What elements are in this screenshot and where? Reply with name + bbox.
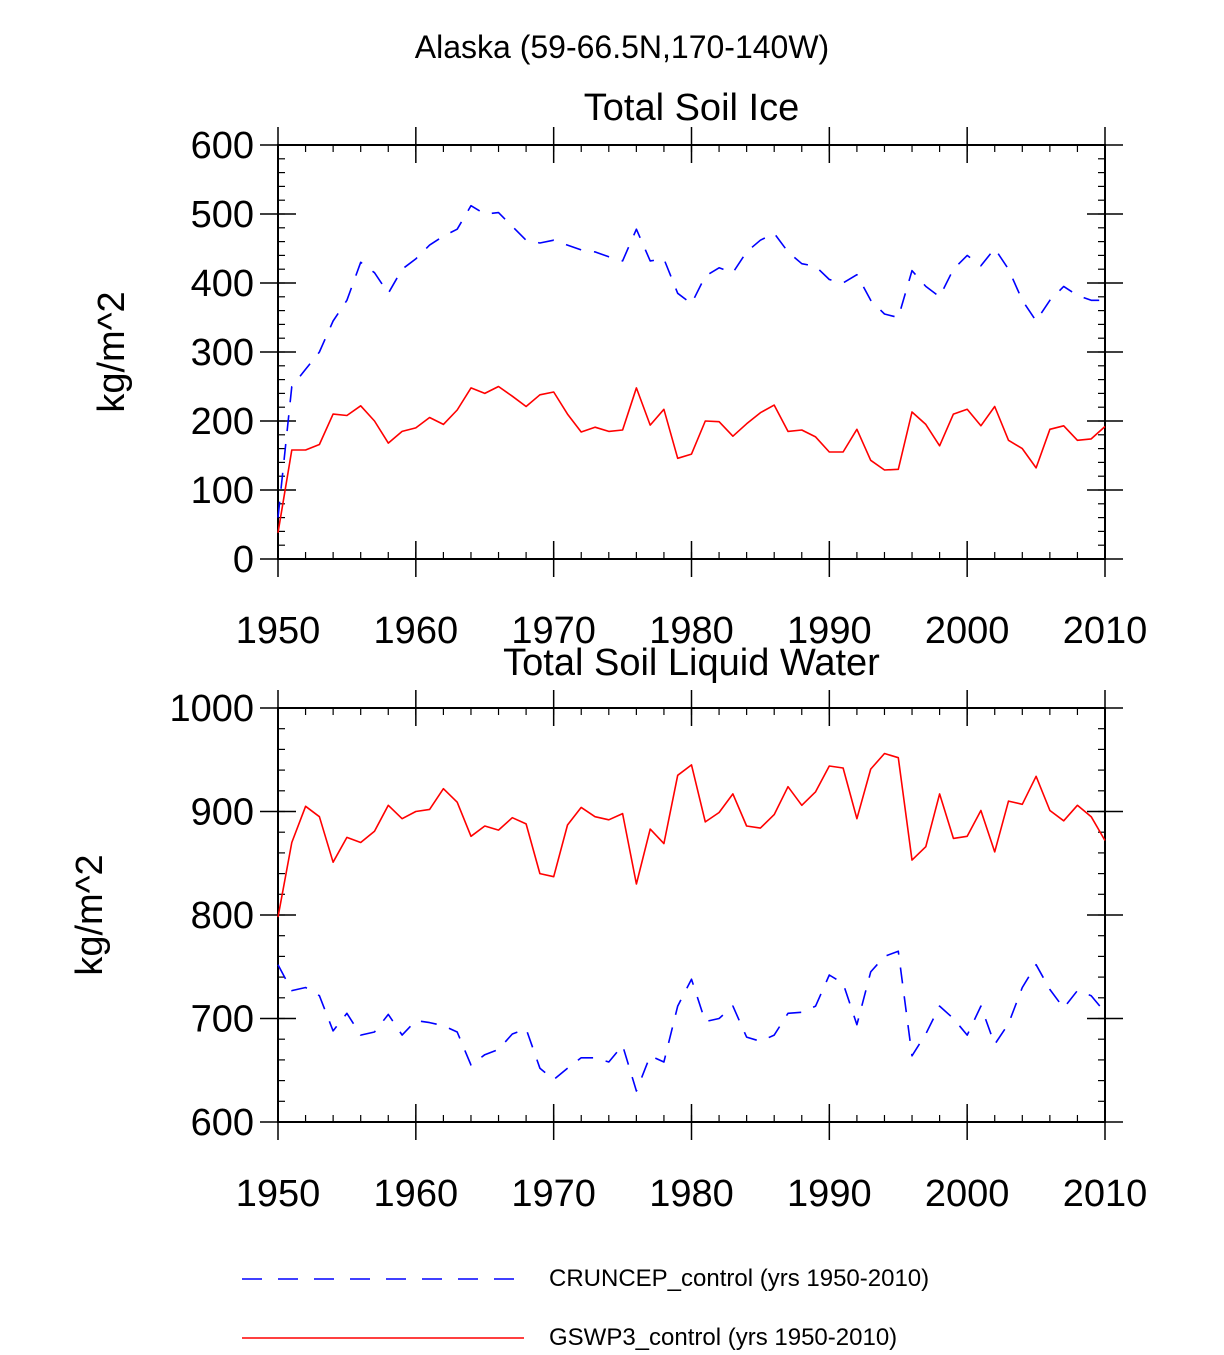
chart0-x-tick-label: 1950 — [236, 610, 321, 652]
chart0-x-tick-label: 1970 — [511, 610, 596, 652]
chart1-y-tick-label: 800 — [191, 895, 254, 937]
chart1-series-cruncep-line — [277, 950, 1106, 1092]
chart1-y-tick-label: 900 — [191, 792, 254, 834]
chart0-series-gswp3-line — [277, 385, 1106, 533]
page-title: Alaska (59-66.5N,170-140W) — [415, 29, 829, 65]
chart1-y-tick-label: 1000 — [169, 688, 254, 730]
chart1-x-tick-label: 1980 — [649, 1173, 734, 1215]
chart0-y-tick-label: 200 — [191, 401, 254, 443]
chart0-y-tick-label: 600 — [191, 125, 254, 167]
chart0-y-tick-label: 0 — [233, 539, 254, 581]
chart1-x-tick-label: 1960 — [374, 1173, 459, 1215]
chart0-series-cruncep-line — [277, 204, 1105, 518]
chart0-x-tick-label: 1980 — [649, 610, 734, 652]
chart0-x-tick-label: 2000 — [925, 610, 1010, 652]
chart1-x-tick-label: 1990 — [787, 1173, 872, 1215]
legend: CRUNCEP_control (yrs 1950-2010) GSWP3_co… — [242, 1265, 929, 1351]
chart1-y-tick-label: 600 — [191, 1102, 254, 1144]
chart0-x-tick-label: 1960 — [374, 610, 459, 652]
chart1-y-axis-label: kg/m^2 — [69, 854, 111, 975]
chart0-plot-frame — [277, 144, 1106, 560]
chart0-y-tick-label: 300 — [191, 332, 254, 374]
chart0-y-tick-label: 500 — [191, 194, 254, 236]
chart-soil-ice: Total Soil Ice kg/m^2 0 100 200 300 400 500 600 1… — [91, 87, 1147, 652]
chart1-title: Total Soil Liquid Water — [503, 642, 880, 684]
chart1-x-tick-label: 2000 — [925, 1173, 1010, 1215]
chart1-x-tick-label: 1950 — [236, 1173, 321, 1215]
legend-label-cruncep: CRUNCEP_control (yrs 1950-2010) — [549, 1265, 929, 1292]
chart-soil-liquid-water: Total Soil Liquid Water kg/m^2 600 700 800 90… — [69, 642, 1147, 1215]
chart1-x-tick-label: 2010 — [1063, 1173, 1148, 1215]
chart0-x-tick-label: 1990 — [787, 610, 872, 652]
chart0-x-tick-label: 2010 — [1063, 610, 1148, 652]
chart1-y-tick-label: 700 — [191, 999, 254, 1041]
chart0-y-axis-label: kg/m^2 — [91, 291, 133, 412]
chart1-plot-frame — [277, 707, 1106, 1123]
chart1-series-gswp3-line — [277, 752, 1106, 918]
chart1-x-tick-label: 1970 — [511, 1173, 596, 1215]
legend-label-gswp3: GSWP3_control (yrs 1950-2010) — [549, 1324, 897, 1351]
chart0-title: Total Soil Ice — [584, 87, 799, 129]
chart0-y-tick-label: 100 — [191, 470, 254, 512]
chart0-y-tick-label: 400 — [191, 263, 254, 305]
